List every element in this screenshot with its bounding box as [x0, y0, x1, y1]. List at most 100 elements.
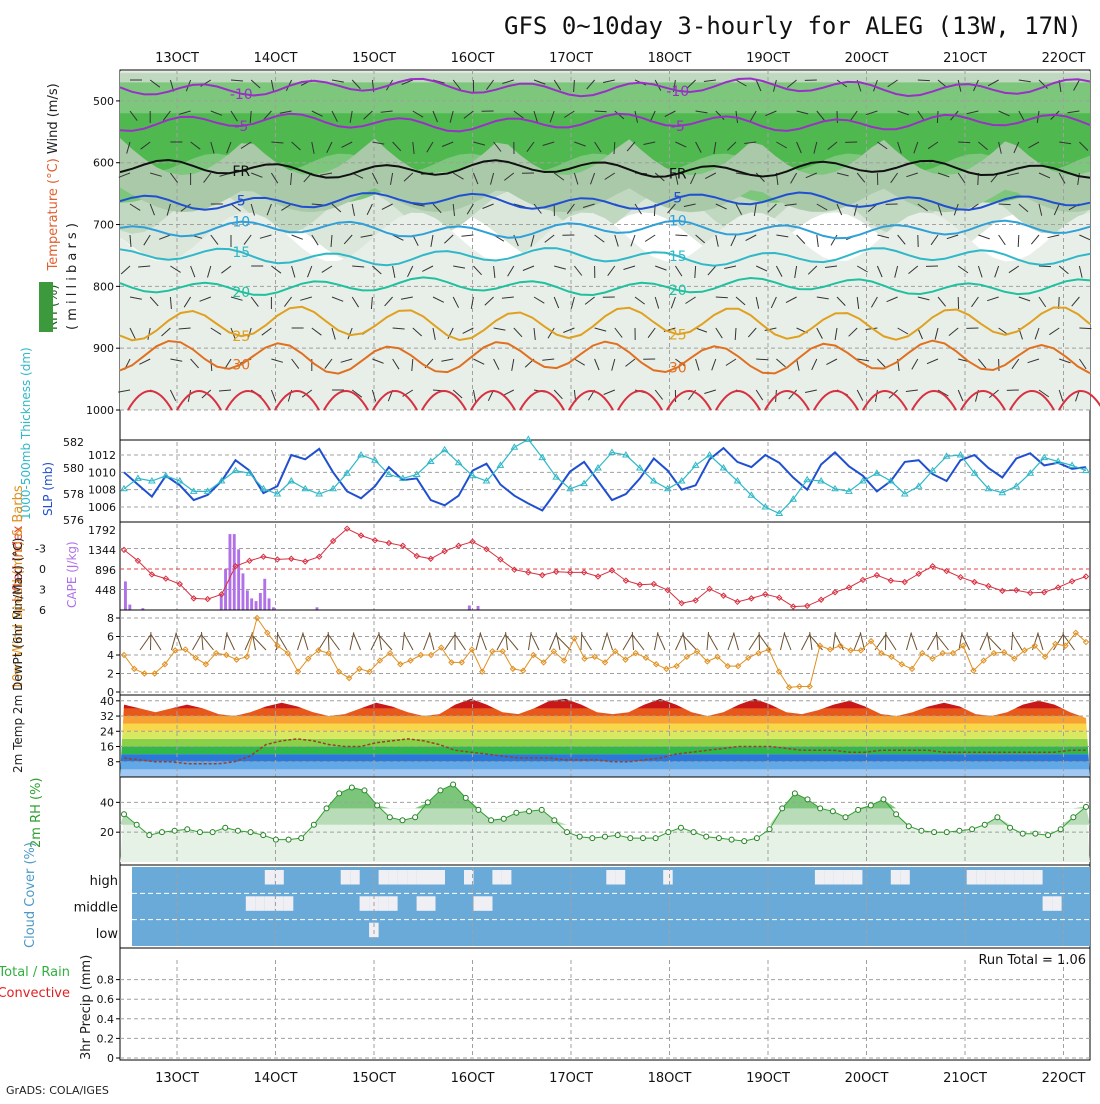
cloud-row-label: high — [90, 874, 118, 889]
date-tick-label: 18OCT — [648, 1071, 692, 1086]
rh-marker — [767, 827, 772, 832]
rh-marker — [147, 833, 152, 838]
rh-marker — [603, 834, 608, 839]
isotherm-label: -10 — [666, 84, 689, 100]
lifted-index-tick-label: -3 — [35, 543, 46, 556]
cape-tick-label: 1792 — [88, 524, 116, 537]
cape-bar — [255, 601, 258, 610]
wind-label: Wind (m/s) — [46, 83, 61, 154]
temperature-band — [120, 747, 1090, 755]
rh-marker — [501, 816, 506, 821]
isotherm-label: -10 — [230, 87, 253, 103]
cloud-cell — [436, 870, 446, 885]
cloud-cell — [843, 870, 853, 885]
slp-tick-label: 1008 — [88, 484, 116, 497]
cloud-cell — [1005, 870, 1015, 885]
y-tick-label: 700 — [93, 219, 114, 232]
rh-marker — [666, 830, 671, 835]
rh-marker — [539, 807, 544, 812]
cloud-cell — [379, 896, 389, 911]
cape-bar — [259, 593, 262, 610]
rh-marker — [362, 788, 367, 793]
cloud-cell — [284, 896, 294, 911]
cloud-cover-ylabel: Cloud Cover (%) — [23, 842, 38, 948]
temperature-band — [120, 731, 1090, 739]
wind-barb — [1039, 266, 1051, 267]
cloud-cell — [417, 870, 427, 885]
rh-marker — [527, 809, 532, 814]
y-tick-label: 600 — [93, 157, 114, 170]
rh-marker — [957, 828, 962, 833]
rh-marker — [223, 825, 228, 830]
rh-marker — [463, 795, 468, 800]
thickness-tick-label: 582 — [63, 436, 84, 449]
rh-marker — [577, 834, 582, 839]
cloud-cell — [891, 870, 901, 885]
rh-marker — [375, 803, 380, 808]
thickness-tick-label: 576 — [63, 514, 84, 527]
cape-bar — [229, 534, 232, 610]
rh-marker — [944, 830, 949, 835]
y-tick-label: 20 — [100, 826, 114, 839]
cape-bar — [237, 549, 240, 610]
cloud-cell — [360, 896, 370, 911]
cloud-cell — [900, 870, 910, 885]
cloud-cell — [606, 870, 616, 885]
isotherm-label: 30 — [232, 358, 250, 374]
isotherm-label: 25 — [669, 327, 687, 343]
cloud-cell — [265, 870, 275, 885]
isotherm-label: FR — [669, 167, 687, 183]
page-title: GFS 0~10day 3-hourly for ALEG (13W, 17N) — [504, 12, 1082, 40]
date-tick-label: 13OCT — [155, 1071, 199, 1086]
cloud-cell — [426, 896, 436, 911]
y-tick-label: 0.4 — [97, 1013, 115, 1026]
cape-bar — [233, 534, 236, 610]
y-tick-label: 1000 — [86, 404, 114, 417]
rh2m-ylabel: 2m RH (%) — [29, 777, 44, 848]
rh-marker — [919, 828, 924, 833]
cape-bar — [477, 606, 480, 610]
rh-marker — [590, 836, 595, 841]
isotherm-label: 10 — [669, 214, 687, 230]
cape-ylabel: CAPE (J/kg) — [65, 541, 79, 608]
isotherm-label: 20 — [232, 285, 250, 301]
y-tick-label: 24 — [100, 725, 114, 738]
rh-marker — [261, 833, 266, 838]
rh-marker — [818, 806, 823, 811]
y-tick-label: 500 — [93, 95, 114, 108]
cape-bar — [128, 605, 131, 610]
cloud-cell — [986, 870, 996, 885]
rh-marker — [489, 818, 494, 823]
date-tick-label: 22OCT — [1042, 1071, 1086, 1086]
rh-marker — [780, 806, 785, 811]
cloud-cell — [502, 870, 512, 885]
rh-marker — [1020, 831, 1025, 836]
rh-marker — [678, 825, 683, 830]
y-tick-label: 0 — [107, 1052, 114, 1065]
lifted-index-tick-label: 6 — [39, 604, 46, 617]
rh-marker — [210, 830, 215, 835]
rh-marker — [653, 836, 658, 841]
cloud-cell — [388, 896, 398, 911]
y-tick-label: 40 — [100, 796, 114, 809]
cloud-cell — [616, 870, 626, 885]
cloud-cell — [341, 870, 351, 885]
cloud-cell — [1014, 870, 1024, 885]
rh-marker — [704, 834, 709, 839]
y-tick-label: 6 — [107, 631, 114, 644]
rh-marker — [894, 812, 899, 817]
cloud-cell — [1024, 870, 1034, 885]
rh-marker — [881, 797, 886, 802]
date-tick-label: 14OCT — [254, 51, 298, 66]
cape-bar — [242, 573, 245, 610]
y-tick-label: 800 — [93, 280, 114, 293]
rh-marker — [615, 833, 620, 838]
slp-tick-label: 1012 — [88, 449, 116, 462]
wind-barb — [958, 142, 970, 143]
date-tick-label: 19OCT — [746, 51, 790, 66]
cloud-cell — [976, 870, 986, 885]
date-tick-label: 15OCT — [352, 1071, 396, 1086]
